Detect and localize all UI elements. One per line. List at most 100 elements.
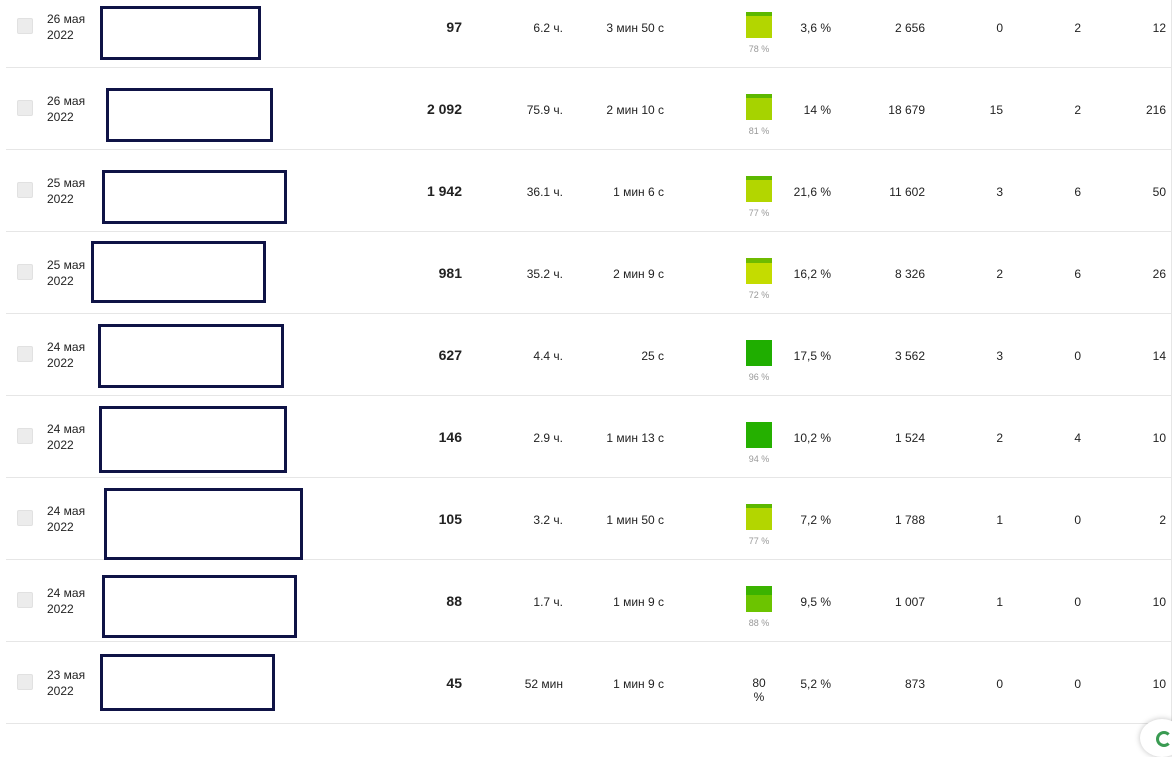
redacted-block bbox=[100, 6, 261, 60]
row-checkbox[interactable] bbox=[17, 100, 33, 116]
views-value: 2 656 bbox=[894, 21, 925, 35]
metric-2-value: 4 bbox=[1074, 431, 1081, 445]
table-row[interactable]: 24 мая 2022 88 1.7 ч. 1 мин 9 с 88 % 9,5… bbox=[6, 560, 1172, 642]
visits-value: 627 bbox=[438, 347, 462, 363]
metric-2-value: 0 bbox=[1074, 349, 1081, 363]
bounce-value: 9,5 % bbox=[800, 595, 831, 609]
row-checkbox[interactable] bbox=[17, 182, 33, 198]
row-checkbox[interactable] bbox=[17, 592, 33, 608]
row-checkbox[interactable] bbox=[17, 428, 33, 444]
row-date: 24 мая 2022 bbox=[47, 340, 86, 370]
metric-3-value: 10 bbox=[1152, 431, 1166, 445]
row-checkbox[interactable] bbox=[17, 674, 33, 690]
metric-2-value: 0 bbox=[1074, 513, 1081, 527]
table-row[interactable]: 25 мая 2022 981 35.2 ч. 2 мин 9 с 72 % 1… bbox=[6, 232, 1172, 314]
visits-table: 26 мая 2022 97 6.2 ч. 3 мин 50 с 78 % 3,… bbox=[6, 0, 1172, 724]
metric-3-value: 10 bbox=[1152, 677, 1166, 691]
depth-percent: 94 % bbox=[748, 454, 770, 464]
hours-value: 3.2 ч. bbox=[533, 513, 563, 527]
depth-indicator bbox=[746, 94, 772, 120]
views-value: 11 602 bbox=[889, 185, 925, 199]
redacted-block bbox=[104, 488, 303, 560]
depth-indicator bbox=[746, 504, 772, 530]
visits-value: 1 942 bbox=[426, 183, 462, 199]
depth-percent: 78 % bbox=[748, 44, 770, 54]
row-checkbox[interactable] bbox=[17, 18, 33, 34]
table-row[interactable]: 26 мая 2022 97 6.2 ч. 3 мин 50 с 78 % 3,… bbox=[6, 0, 1172, 68]
table-row[interactable]: 24 мая 2022 627 4.4 ч. 25 с 96 % 17,5 % … bbox=[6, 314, 1172, 396]
row-date: 23 мая 2022 bbox=[47, 668, 86, 698]
depth-indicator bbox=[746, 340, 772, 366]
table-row[interactable]: 25 мая 2022 1 942 36.1 ч. 1 мин 6 с 77 %… bbox=[6, 150, 1172, 232]
table-row[interactable]: 23 мая 2022 45 52 мин 1 мин 9 с 80 % 5,2… bbox=[6, 642, 1172, 724]
bounce-value: 17,5 % bbox=[793, 349, 831, 363]
duration-value: 1 мин 50 с bbox=[606, 513, 664, 527]
metric-3-value: 26 bbox=[1152, 267, 1166, 281]
table-row[interactable]: 26 мая 2022 2 092 75.9 ч. 2 мин 10 с 81 … bbox=[6, 68, 1172, 150]
row-checkbox[interactable] bbox=[17, 264, 33, 280]
row-date: 25 мая 2022 bbox=[47, 258, 86, 288]
metric-3-value: 14 bbox=[1152, 349, 1166, 363]
metric-2-value: 6 bbox=[1074, 267, 1081, 281]
hours-value: 52 мин bbox=[524, 677, 563, 691]
hours-value: 35.2 ч. bbox=[526, 267, 563, 281]
redacted-block bbox=[102, 170, 287, 224]
table-row[interactable]: 24 мая 2022 105 3.2 ч. 1 мин 50 с 77 % 7… bbox=[6, 478, 1172, 560]
redacted-block bbox=[100, 654, 275, 711]
hours-value: 6.2 ч. bbox=[533, 21, 563, 35]
redacted-block bbox=[98, 324, 284, 388]
depth-indicator bbox=[746, 258, 772, 284]
bounce-value: 14 % bbox=[803, 103, 831, 117]
visits-value: 2 092 bbox=[426, 101, 462, 117]
metric-2-value: 2 bbox=[1074, 103, 1081, 117]
views-value: 1 007 bbox=[894, 595, 925, 609]
metric-2-value: 0 bbox=[1074, 677, 1081, 691]
metric-3-value: 216 bbox=[1145, 103, 1166, 117]
metric-1-value: 1 bbox=[996, 595, 1003, 609]
depth-percent: 88 % bbox=[748, 618, 770, 628]
metric-3-value: 10 bbox=[1152, 595, 1166, 609]
row-date: 26 мая 2022 bbox=[47, 94, 86, 124]
bounce-value: 7,2 % bbox=[800, 513, 831, 527]
row-checkbox[interactable] bbox=[17, 346, 33, 362]
metric-1-value: 3 bbox=[996, 185, 1003, 199]
metric-1-value: 0 bbox=[996, 677, 1003, 691]
metric-1-value: 0 bbox=[996, 21, 1003, 35]
row-checkbox[interactable] bbox=[17, 510, 33, 526]
visits-value: 146 bbox=[438, 429, 462, 445]
duration-value: 25 с bbox=[641, 349, 664, 363]
metric-3-value: 50 bbox=[1152, 185, 1166, 199]
views-value: 3 562 bbox=[894, 349, 925, 363]
bounce-value: 10,2 % bbox=[793, 431, 831, 445]
views-value: 1 524 bbox=[894, 431, 925, 445]
depth-percent: 96 % bbox=[748, 372, 770, 382]
row-date: 24 мая 2022 bbox=[47, 586, 86, 616]
hours-value: 2.9 ч. bbox=[533, 431, 563, 445]
row-date: 24 мая 2022 bbox=[47, 504, 86, 534]
depth-indicator bbox=[746, 12, 772, 38]
bounce-value: 5,2 % bbox=[800, 677, 831, 691]
redacted-block bbox=[91, 241, 266, 303]
redacted-block bbox=[99, 406, 287, 473]
duration-value: 1 мин 9 с bbox=[613, 677, 664, 691]
depth-percent: 77 % bbox=[748, 536, 770, 546]
metric-3-value: 2 bbox=[1159, 513, 1166, 527]
visits-value: 88 bbox=[446, 593, 462, 609]
redacted-block bbox=[102, 575, 297, 638]
hours-value: 4.4 ч. bbox=[533, 349, 563, 363]
visits-value: 45 bbox=[446, 675, 462, 691]
duration-value: 1 мин 13 с bbox=[606, 431, 664, 445]
views-value: 8 326 bbox=[894, 267, 925, 281]
metric-3-value: 12 bbox=[1152, 21, 1166, 35]
duration-value: 2 мин 9 с bbox=[613, 267, 664, 281]
metric-1-value: 3 bbox=[996, 349, 1003, 363]
views-value: 1 788 bbox=[894, 513, 925, 527]
depth-percent: 72 % bbox=[748, 290, 770, 300]
row-date: 25 мая 2022 bbox=[47, 176, 86, 206]
metric-2-value: 0 bbox=[1074, 595, 1081, 609]
views-value: 18 679 bbox=[888, 103, 925, 117]
table-row[interactable]: 24 мая 2022 146 2.9 ч. 1 мин 13 с 94 % 1… bbox=[6, 396, 1172, 478]
help-widget-icon[interactable] bbox=[1140, 719, 1172, 757]
duration-value: 1 мин 6 с bbox=[613, 185, 664, 199]
duration-value: 2 мин 10 с bbox=[606, 103, 664, 117]
